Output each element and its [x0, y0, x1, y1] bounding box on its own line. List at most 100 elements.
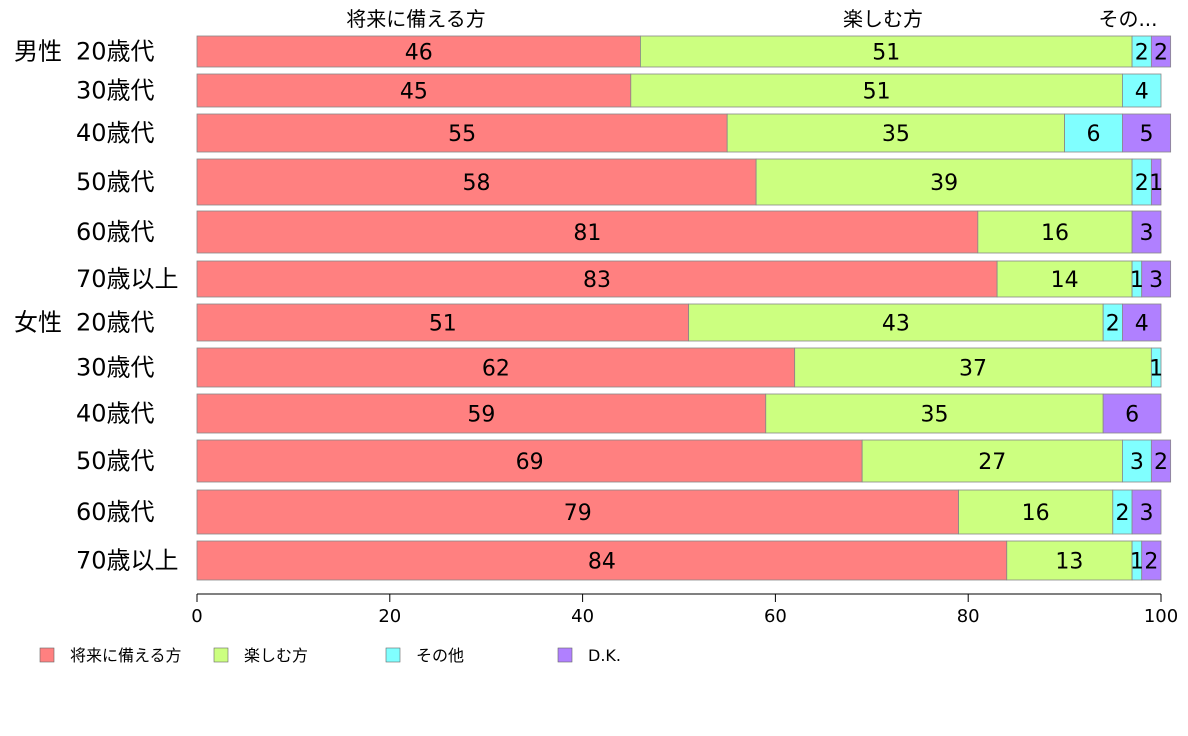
- bar-segment: [1102, 393, 1162, 434]
- bar-segment: [794, 347, 1152, 388]
- data-label: 3: [1140, 501, 1154, 526]
- data-label: 69: [516, 450, 544, 475]
- data-label: 1: [1149, 171, 1163, 196]
- bar-segment: [765, 393, 1104, 434]
- legend-swatch: [385, 647, 401, 663]
- legend-swatch: [213, 647, 229, 663]
- bar-segment: [196, 393, 767, 434]
- row-label: 60歳代: [76, 218, 155, 246]
- data-label: 4: [1135, 80, 1149, 105]
- bar-segment: [726, 113, 1066, 153]
- data-label: 83: [583, 268, 611, 293]
- data-label: 3: [1140, 221, 1154, 246]
- legend-label: 楽しむ方: [244, 646, 308, 665]
- legend: 将来に備える方 楽しむ方 その他 D.K.: [39, 646, 621, 665]
- bar-segment: [1122, 303, 1162, 342]
- bar-segment: [196, 540, 1008, 581]
- data-label: 37: [959, 357, 987, 382]
- bar-segment: [977, 210, 1133, 254]
- data-label: 51: [872, 41, 900, 66]
- bar-segment: [958, 489, 1114, 535]
- bar-segment: [196, 210, 979, 254]
- bar-segment: [1064, 113, 1123, 153]
- data-label: 84: [588, 550, 616, 575]
- bar-segment: [640, 35, 1133, 68]
- bar-segment: [996, 260, 1133, 298]
- bar-segment: [861, 439, 1123, 483]
- data-label: 14: [1051, 268, 1079, 293]
- data-label: 62: [482, 357, 510, 382]
- bar-segment: [1150, 439, 1172, 483]
- bar-segment: [196, 439, 863, 483]
- category-header-label: その...: [1098, 7, 1157, 31]
- data-label: 2: [1115, 501, 1129, 526]
- row-label: 30歳代: [76, 77, 155, 105]
- bar-segment: [196, 35, 641, 68]
- row-label: 70歳以上: [76, 547, 179, 575]
- data-label: 13: [1055, 550, 1083, 575]
- row-label: 40歳代: [76, 400, 155, 428]
- data-label: 46: [405, 41, 433, 66]
- legend-label: 将来に備える方: [70, 646, 182, 665]
- data-label: 2: [1144, 550, 1158, 575]
- bar-segment: [196, 113, 728, 153]
- data-label: 1: [1149, 357, 1163, 382]
- data-label: 51: [429, 312, 457, 337]
- row-label: 50歳代: [76, 168, 155, 196]
- data-label: 16: [1041, 221, 1069, 246]
- bar-segment: [1141, 260, 1172, 298]
- data-label: 81: [573, 221, 601, 246]
- bar-segment: [1131, 489, 1162, 535]
- data-label: 1: [1130, 550, 1144, 575]
- bar-segment: [1150, 158, 1162, 206]
- group-label: 男性: [14, 38, 62, 66]
- data-label: 6: [1125, 403, 1139, 428]
- data-label: 27: [978, 450, 1006, 475]
- x-tick-label: 100: [1144, 606, 1178, 627]
- bar-segment: [688, 303, 1104, 342]
- data-label: 45: [400, 80, 428, 105]
- category-header-labels: 将来に備える方 楽しむ方 その...: [346, 7, 1157, 31]
- bar-segment: [1122, 113, 1172, 153]
- legend-label: D.K.: [588, 646, 621, 665]
- category-header-label: 楽しむ方: [843, 7, 923, 31]
- row-label: 60歳代: [76, 498, 155, 526]
- row-label: 50歳代: [76, 447, 155, 475]
- data-label: 2: [1135, 171, 1149, 196]
- data-label: 55: [448, 122, 476, 147]
- data-label: 79: [564, 501, 592, 526]
- row-label: 20歳代: [76, 38, 155, 66]
- legend-label: その他: [416, 646, 464, 665]
- x-tick-label: 80: [957, 606, 980, 627]
- row-label: 30歳代: [76, 354, 155, 382]
- data-label: 58: [463, 171, 491, 196]
- data-label: 4: [1135, 312, 1149, 337]
- row-label: 20歳代: [76, 309, 155, 337]
- group-label: 女性: [14, 309, 62, 337]
- x-tick-label: 20: [378, 606, 401, 627]
- data-label: 2: [1154, 41, 1168, 66]
- bar-segment: [196, 303, 690, 342]
- data-label: 1: [1130, 268, 1144, 293]
- bar-segment: [630, 73, 1123, 108]
- data-label: 3: [1130, 450, 1144, 475]
- bar-segment: [755, 158, 1133, 206]
- x-tick-label: 40: [571, 606, 594, 627]
- bar-segment: [196, 489, 959, 535]
- row-label: 70歳以上: [76, 265, 179, 293]
- data-label: 16: [1022, 501, 1050, 526]
- bar-segment: [1131, 210, 1162, 254]
- bar-segment: [196, 347, 796, 388]
- x-tick-label: 0: [191, 606, 202, 627]
- data-label: 2: [1135, 41, 1149, 66]
- data-label: 35: [920, 403, 948, 428]
- data-label: 39: [930, 171, 958, 196]
- bars: 46 51 2 245 51 455 35 6 558 39 2 181 16 383 14 1 351 43 2 4…: [196, 35, 1172, 581]
- data-label: 6: [1087, 122, 1101, 147]
- legend-swatch: [39, 647, 55, 663]
- bar-segment: [1122, 73, 1162, 108]
- bar-segment: [196, 158, 757, 206]
- data-label: 51: [863, 80, 891, 105]
